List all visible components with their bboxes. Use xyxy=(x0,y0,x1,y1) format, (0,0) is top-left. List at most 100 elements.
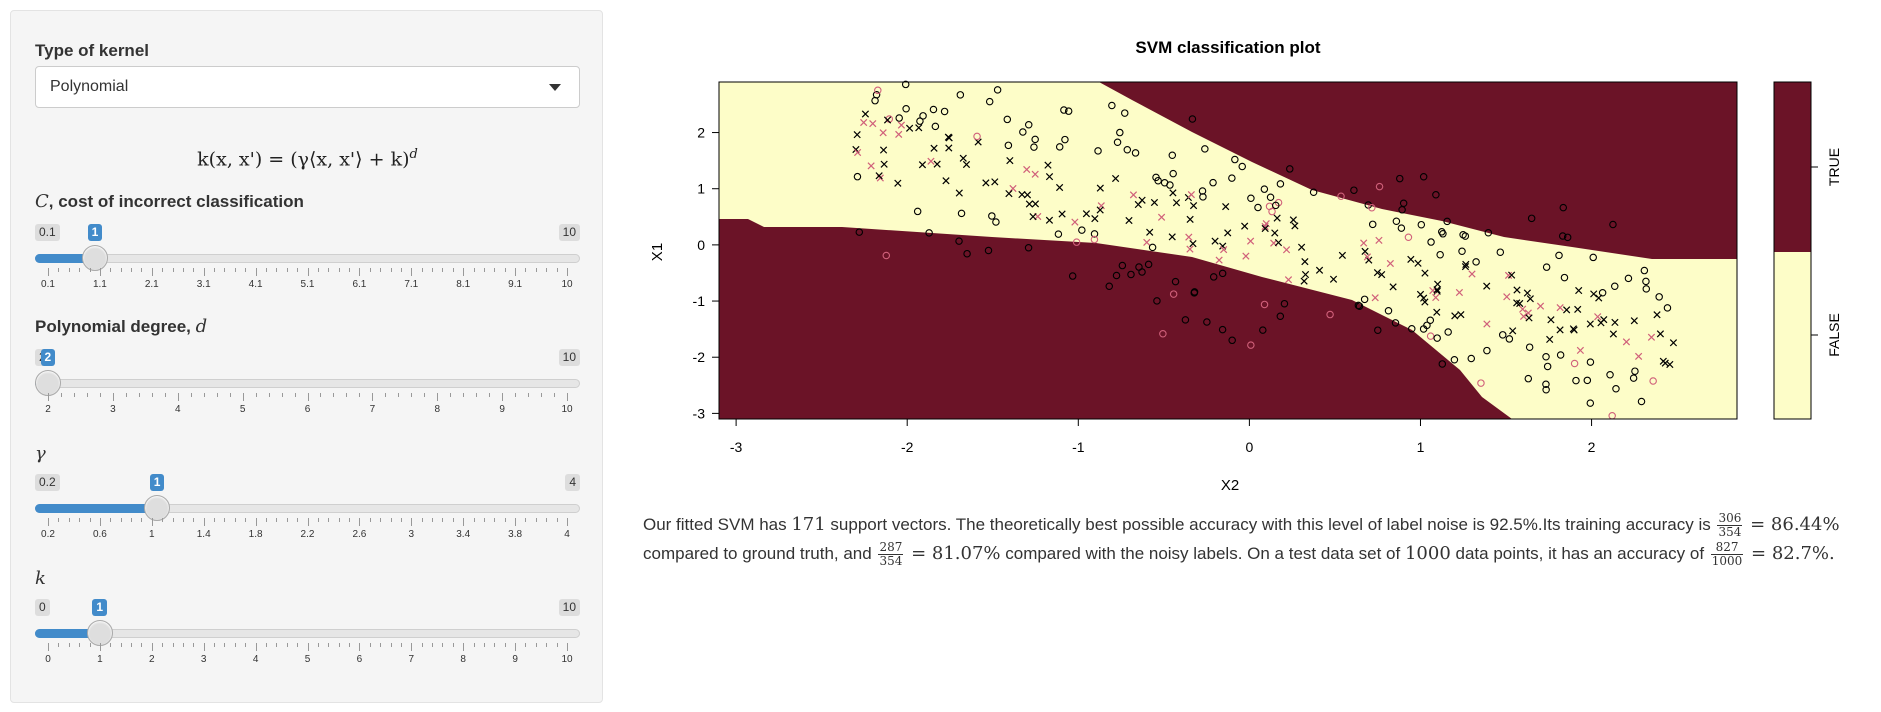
support-vector-point xyxy=(895,130,903,138)
support-vector-point xyxy=(1509,327,1517,335)
data-point xyxy=(1391,319,1400,327)
slider-track[interactable] xyxy=(35,254,580,263)
noisy-accuracy-fraction: 287 354 xyxy=(878,540,904,569)
support-vector-point xyxy=(876,174,884,182)
data-point xyxy=(1408,325,1416,333)
support-vector-point xyxy=(1031,170,1039,178)
slider-tick xyxy=(255,643,257,651)
slider-tick xyxy=(120,268,122,272)
data-point xyxy=(1003,115,1012,124)
slider-handle[interactable] xyxy=(35,370,61,396)
k-slider[interactable]: 0 10 1 0 1 2 3 4 5 6 7 8 9 10 xyxy=(35,599,580,679)
data-point xyxy=(1433,334,1441,342)
support-vector-point xyxy=(1242,252,1250,260)
data-point xyxy=(1355,302,1364,310)
data-point xyxy=(1555,251,1563,260)
support-vector-point xyxy=(1168,233,1176,241)
data-point xyxy=(1228,336,1236,345)
slider-tick-label: 9 xyxy=(499,404,505,415)
slider-min-label: 0.1 xyxy=(35,224,60,241)
slider-handle[interactable] xyxy=(82,245,109,271)
degree-slider[interactable]: 21022345678910 xyxy=(35,349,580,429)
slider-tick xyxy=(515,268,517,276)
data-point xyxy=(1444,328,1452,336)
support-vector-point xyxy=(1586,320,1594,328)
data-point xyxy=(1159,330,1167,338)
data-point xyxy=(1606,371,1614,379)
data-point xyxy=(1154,176,1162,185)
slider-max-label: 10 xyxy=(558,349,580,366)
support-vector-point xyxy=(1483,282,1491,290)
support-vector-point xyxy=(1360,239,1368,247)
data-point xyxy=(1064,107,1073,115)
support-vector-point xyxy=(1261,222,1269,231)
support-vector-point xyxy=(1169,189,1177,197)
support-vector-point xyxy=(1420,294,1428,302)
support-vector-point xyxy=(1025,200,1034,208)
slider-tick xyxy=(203,518,205,526)
slider-handle[interactable] xyxy=(144,495,171,521)
slider-tick-labels: 0.1 1.1 2.1 3.1 4.1 5.1 6.1 7.1 8.1 9.1 10 xyxy=(35,279,580,293)
slider-tick xyxy=(424,393,426,397)
data-point xyxy=(1131,149,1140,157)
slider-tick xyxy=(525,268,527,272)
slider-tick xyxy=(224,268,226,272)
support-vector-point xyxy=(1338,251,1347,260)
support-vector-point xyxy=(1421,269,1429,277)
slider-tick xyxy=(328,518,330,522)
data-point xyxy=(1247,194,1255,203)
slider-tick-labels: 0 1 2 3 4 5 6 7 8 9 10 xyxy=(35,654,580,668)
slider-tick xyxy=(162,268,164,272)
kernel-select[interactable]: Polynomial xyxy=(35,66,580,108)
data-point xyxy=(1498,331,1507,339)
data-point xyxy=(1203,318,1211,326)
slider-tick xyxy=(515,518,517,526)
slider-tick xyxy=(432,268,434,272)
data-point xyxy=(1266,193,1275,202)
slider-tick xyxy=(234,268,236,272)
support-vector-point xyxy=(1261,224,1269,233)
slider-tick xyxy=(190,393,192,397)
data-point xyxy=(1525,343,1534,351)
support-vector-point xyxy=(879,146,888,154)
support-vector-point xyxy=(1006,156,1014,165)
cost-slider[interactable]: 0.1 10 1 0.1 1.1 2.1 3.1 4.1 5.1 6.1 7.1 8.1 9.1 10 xyxy=(35,224,580,304)
slider-tick xyxy=(112,393,114,401)
slider-track[interactable] xyxy=(35,379,580,388)
data-point xyxy=(1350,186,1358,194)
slider-tick xyxy=(473,643,475,647)
support-vector-point xyxy=(853,131,861,139)
slider-tick xyxy=(452,518,454,522)
support-vector-point xyxy=(1433,308,1441,316)
slider-tick xyxy=(297,268,299,272)
data-point xyxy=(1396,174,1404,183)
data-point xyxy=(1572,376,1580,385)
support-vector-point xyxy=(867,162,875,170)
gamma-slider[interactable]: 0.2 4 1 0.2 0.6 1 1.4 1.8 2.2 2.6 3 3.4 3.8 4 xyxy=(35,474,580,554)
slider-tick-label: 6 xyxy=(304,404,311,415)
slider-tick xyxy=(452,268,454,272)
data-point xyxy=(1505,335,1514,343)
legend-border xyxy=(1773,81,1812,420)
data-point xyxy=(1068,272,1077,280)
slider-track[interactable] xyxy=(35,629,580,638)
scatter-points xyxy=(852,80,1678,420)
slider-tick xyxy=(317,518,319,522)
slider-tick xyxy=(131,268,133,272)
data-point xyxy=(985,97,994,106)
slider-tick xyxy=(476,393,478,397)
slider-tick xyxy=(281,393,283,397)
slider-tick xyxy=(463,518,465,526)
slider-tick xyxy=(48,268,49,276)
support-vector-point xyxy=(1185,233,1193,241)
support-vector-point xyxy=(1031,200,1040,208)
gamma-label: γ xyxy=(35,443,46,464)
slider-tick-label: 0.1 xyxy=(41,279,55,290)
slider-tick xyxy=(89,643,91,647)
data-point xyxy=(1399,199,1408,207)
slider-tick-label: 1.8 xyxy=(248,529,263,540)
data-point xyxy=(993,86,1002,94)
support-vector-point xyxy=(1556,326,1564,334)
slider-tick xyxy=(541,393,543,397)
slider-tick xyxy=(483,518,485,522)
